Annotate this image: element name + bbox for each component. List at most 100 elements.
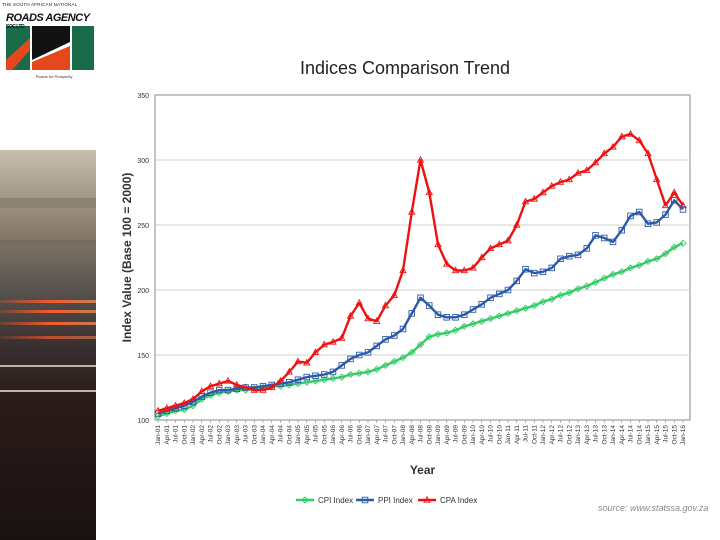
y-tick-label: 250 [137,223,149,230]
data-point [626,264,635,272]
data-point [461,311,468,318]
data-point [355,369,363,377]
chart-title: Indices Comparison Trend [299,58,511,78]
x-tick-label: Oct-03 [251,425,258,445]
data-point [609,238,617,246]
data-point [259,385,267,393]
data-point [635,136,644,144]
data-point [469,263,477,271]
data-point [355,298,364,306]
x-tick-label: Oct-09 [461,425,468,445]
data-point [276,382,285,390]
data-point [636,208,643,216]
data-point [381,361,390,370]
data-point [582,166,591,174]
x-tick-label: Apr-12 [549,425,556,445]
data-point [171,401,180,409]
data-point [232,380,241,388]
data-point [356,351,363,359]
data-point [609,142,617,150]
data-point [154,406,162,414]
x-tick-label: Oct-10 [496,425,503,445]
data-point [670,188,679,196]
data-point [311,377,320,385]
logo-black-block [32,26,70,60]
data-point [609,270,617,279]
data-point [592,232,599,239]
data-point [556,177,565,185]
data-point [286,379,293,386]
data-point [154,412,162,420]
x-tick-label: Jan-01 [155,425,162,445]
data-point [426,302,433,309]
data-point [601,234,608,242]
x-tick-label: Jul-03 [243,425,250,443]
data-point [521,304,530,312]
data-point [329,374,337,383]
data-point [294,376,302,383]
data-point [285,367,294,375]
data-point [547,181,556,189]
x-tick-label: Apr-01 [164,425,171,445]
data-point [661,249,670,258]
photo-overpass [0,198,96,208]
y-tick-label: 300 [137,158,149,165]
legend-label-cpi: CPI Index [318,496,353,505]
data-point [267,383,276,391]
data-point [303,373,311,381]
photo-guard-rail [0,390,96,392]
x-tick-label: Jan-06 [330,425,337,445]
x-tick-label: Jul-01 [173,425,180,443]
x-tick-label: Jul-05 [313,425,320,443]
data-point [548,264,556,272]
data-point [530,194,539,202]
data-point [285,381,293,389]
data-point [452,314,459,321]
data-point [338,362,346,369]
logo-wordmark: ROADS AGENCY SOC LTD [6,12,98,36]
legend-label-ppi: PPI Index [378,496,413,505]
data-point [301,496,309,504]
x-tick-label: Jul-04 [278,425,285,443]
data-point [653,219,661,226]
data-point [408,348,416,357]
x-tick-label: Oct-01 [181,425,188,445]
data-point [399,353,407,362]
y-tick-label: 100 [137,418,149,425]
data-point [644,220,652,227]
x-tick-label: Oct-12 [566,425,573,445]
data-point [364,314,372,322]
data-point [197,387,206,395]
data-point [294,357,302,365]
chart-legend: CPI Index PPI Index CPA Index [296,495,477,505]
x-axis-label: Year [410,463,436,477]
x-tick-label: Apr-06 [339,425,346,445]
data-point [670,243,678,251]
data-point [522,265,529,273]
data-point [460,266,469,274]
x-tick-label: Jul-13 [593,425,600,443]
data-point [495,312,503,320]
y-tick-label: 350 [137,93,149,100]
x-tick-label: Oct-14 [636,425,643,445]
data-point [189,395,197,402]
data-point [442,259,451,267]
x-tick-label: Jul-02 [208,425,215,443]
data-point [399,325,407,333]
series-cpa [154,129,687,414]
data-point [417,294,424,302]
x-tick-label: Apr-04 [269,425,276,445]
x-tick-label: Jul-09 [453,425,460,443]
data-point [469,306,477,313]
logo-wordmark-text: ROADS AGENCY [6,12,90,24]
data-point [679,239,687,247]
data-point [591,158,600,166]
data-point [513,277,521,285]
x-tick-label: Jul-08 [418,425,425,443]
data-point [391,332,398,339]
x-tick-label: Jul-14 [628,425,635,443]
data-point [361,496,369,504]
y-axis-label: Index Value (Base 100 = 2000) [120,173,134,343]
data-point [382,336,389,343]
data-point [627,212,634,220]
